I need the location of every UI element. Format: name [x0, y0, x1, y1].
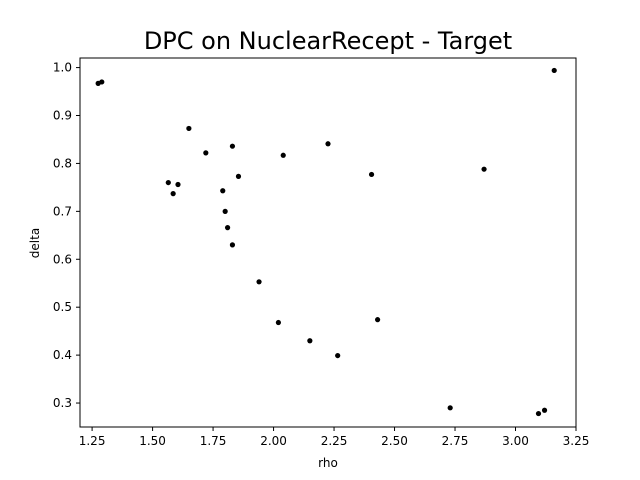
- data-point: [256, 279, 262, 285]
- y-axis-label: delta: [28, 228, 42, 258]
- data-point: [368, 171, 375, 178]
- x-tick-label: 1.25: [79, 434, 106, 448]
- data-point: [235, 173, 242, 179]
- data-point: [325, 141, 331, 147]
- x-axis: 1.25 1.50 1.75 2.00 2.25 2.50 2.75 3.00 3.25: [79, 427, 590, 448]
- chart-title: DPC on NuclearRecept - Target: [144, 27, 512, 55]
- data-point: [551, 67, 557, 74]
- data-point: [170, 191, 176, 197]
- y-axis: 0.3 0.4 0.5 0.6 0.7 0.8 0.9 1.0: [53, 61, 80, 410]
- y-tick-label: 0.4: [53, 348, 72, 362]
- data-point: [307, 338, 313, 344]
- data-point: [203, 150, 209, 156]
- x-tick-label: 2.50: [381, 434, 408, 448]
- data-point: [229, 143, 236, 149]
- data-point: [280, 152, 286, 158]
- x-tick-label: 2.00: [260, 434, 287, 448]
- y-tick-label: 0.6: [53, 252, 72, 266]
- plot-area: [79, 57, 577, 428]
- data-point: [229, 242, 236, 248]
- y-tick-label: 0.9: [53, 109, 72, 123]
- data-point: [186, 125, 192, 132]
- data-point: [481, 166, 487, 172]
- data-point: [175, 181, 181, 188]
- data-point: [541, 407, 548, 413]
- data-point: [447, 405, 453, 411]
- data-point: [165, 179, 171, 186]
- y-tick-label: 0.7: [53, 204, 72, 218]
- data-point: [335, 352, 341, 359]
- y-tick-label: 1.0: [53, 61, 72, 75]
- data-point: [224, 225, 231, 231]
- data-point: [535, 410, 542, 417]
- data-point: [375, 317, 381, 323]
- y-tick-label: 0.3: [53, 396, 72, 410]
- plot-frame: [79, 57, 577, 428]
- x-tick-label: 3.25: [563, 434, 590, 448]
- x-tick-label: 1.75: [200, 434, 227, 448]
- data-point: [220, 188, 226, 194]
- x-axis-label: rho: [318, 456, 338, 470]
- data-point: [222, 208, 228, 214]
- data-points: [95, 67, 557, 417]
- x-tick-label: 2.25: [321, 434, 348, 448]
- data-point: [99, 79, 105, 85]
- y-tick-label: 0.5: [53, 300, 72, 314]
- data-point: [275, 319, 281, 326]
- y-tick-label: 0.8: [53, 156, 72, 170]
- x-tick-label: 2.75: [442, 434, 469, 448]
- x-tick-label: 3.00: [502, 434, 529, 448]
- x-tick-label: 1.50: [139, 434, 166, 448]
